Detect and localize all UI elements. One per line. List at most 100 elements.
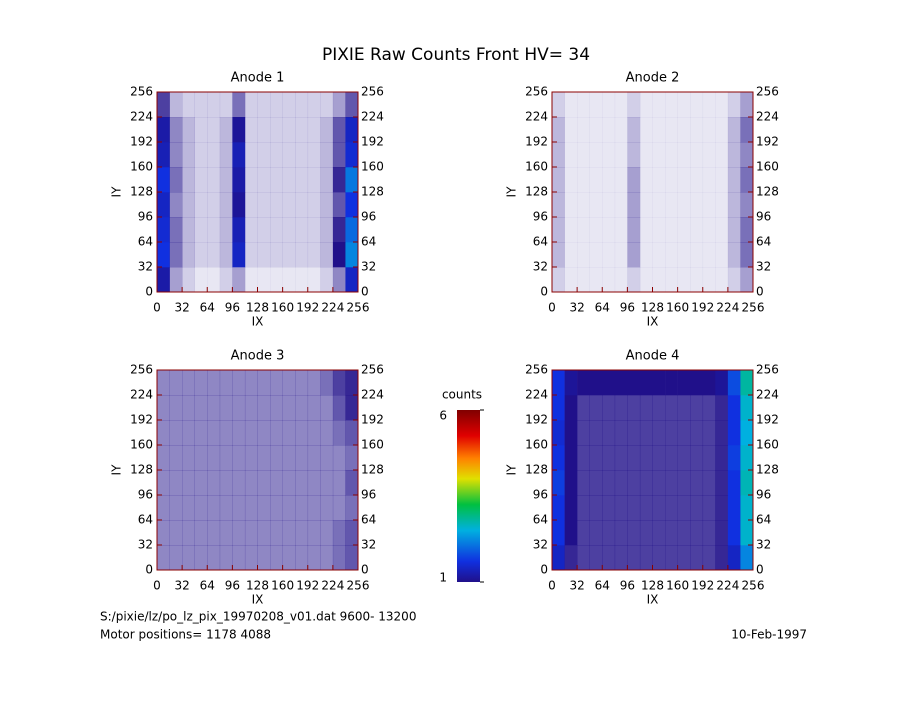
y-tick-label-right: 160: [361, 160, 384, 174]
heat-cell: [332, 395, 346, 421]
x-tick-label: 128: [641, 301, 664, 315]
heat-cell: [740, 192, 754, 218]
heat-cell: [665, 92, 678, 118]
heat-cell: [627, 420, 641, 446]
heat-cell: [665, 520, 678, 546]
heat-cell: [307, 420, 321, 446]
y-tick-label-right: 32: [361, 538, 376, 552]
heat-cell: [589, 545, 603, 571]
heat-cell: [627, 217, 641, 243]
heat-cell: [614, 420, 628, 446]
heat-cell: [614, 167, 628, 193]
heat-cell: [740, 420, 754, 446]
heat-cell: [627, 142, 641, 168]
heat-cell: [639, 217, 653, 243]
heat-cell: [564, 420, 578, 446]
heat-cell: [219, 495, 233, 521]
y-tick-label: 192: [525, 135, 548, 149]
heat-cell: [345, 420, 359, 446]
heat-cell: [589, 142, 603, 168]
heat-cell: [589, 242, 603, 268]
y-tick-label: 96: [533, 488, 548, 502]
heat-cell: [552, 495, 565, 521]
heat-cell: [332, 217, 346, 243]
heat-cell: [715, 192, 729, 218]
heat-cell: [282, 142, 296, 168]
heat-cell: [627, 395, 641, 421]
heat-cell: [740, 370, 754, 396]
heat-cell: [182, 420, 195, 446]
x-tick-label: 128: [641, 579, 664, 593]
heat-cell: [320, 420, 334, 446]
heat-cell: [295, 242, 309, 268]
heat-cell: [282, 117, 296, 143]
heat-cell: [677, 92, 691, 118]
heat-cell: [295, 217, 309, 243]
y-tick-label-right: 0: [756, 563, 764, 577]
heat-cell: [332, 520, 346, 546]
heat-cell: [282, 242, 296, 268]
heat-cell: [639, 545, 653, 571]
heat-cell: [270, 420, 283, 446]
heat-cell: [307, 370, 321, 396]
y-tick-label: 160: [130, 438, 153, 452]
y-tick-label-right: 96: [361, 210, 376, 224]
y-tick-label-right: 224: [756, 110, 779, 124]
heat-cell: [652, 92, 666, 118]
heat-cell: [295, 117, 309, 143]
heat-cell: [552, 142, 565, 168]
heat-cell: [295, 192, 309, 218]
heat-cell: [244, 545, 258, 571]
x-tick-label: 32: [569, 579, 584, 593]
heat-cell: [652, 117, 666, 143]
heat-cell: [332, 117, 346, 143]
heat-cell: [564, 142, 578, 168]
x-tick-label: 0: [153, 301, 161, 315]
heat-cell: [702, 267, 716, 293]
heat-cell: [244, 242, 258, 268]
heat-cell: [182, 520, 195, 546]
y-tick-label-right: 0: [361, 285, 369, 299]
heat-cell: [614, 545, 628, 571]
heat-cell: [690, 495, 704, 521]
heat-cell: [614, 92, 628, 118]
heat-cell: [257, 167, 271, 193]
heat-cell: [232, 242, 246, 268]
heat-cell: [602, 495, 616, 521]
x-tick-label: 0: [153, 579, 161, 593]
heat-cell: [677, 370, 691, 396]
heat-cell: [665, 192, 678, 218]
heat-cell: [244, 192, 258, 218]
heat-cell: [345, 192, 359, 218]
x-tick-label: 160: [271, 579, 294, 593]
heat-cell: [627, 370, 641, 396]
heat-cell: [677, 495, 691, 521]
heat-cell: [320, 445, 334, 471]
heat-cell: [602, 117, 616, 143]
heat-cell: [244, 395, 258, 421]
heat-cell: [564, 470, 578, 496]
heat-cell: [232, 117, 246, 143]
y-tick-label: 96: [138, 210, 153, 224]
y-tick-label: 0: [145, 563, 153, 577]
heat-cell: [577, 520, 590, 546]
heat-cell: [564, 217, 578, 243]
heat-cell: [194, 267, 208, 293]
heat-cell: [614, 395, 628, 421]
heat-cell: [577, 445, 590, 471]
heat-cell: [690, 370, 704, 396]
heat-cell: [652, 520, 666, 546]
y-tick-label: 96: [138, 488, 153, 502]
heat-cell: [270, 520, 283, 546]
heat-cell: [589, 520, 603, 546]
heat-cell: [564, 370, 578, 396]
heat-cell: [307, 142, 321, 168]
heat-cell: [690, 470, 704, 496]
heat-cell: [157, 142, 170, 168]
heat-cell: [602, 217, 616, 243]
heat-cell: [639, 520, 653, 546]
heat-cell: [614, 520, 628, 546]
y-tick-label: 128: [130, 185, 153, 199]
heat-cell: [727, 117, 741, 143]
heat-cell: [614, 192, 628, 218]
